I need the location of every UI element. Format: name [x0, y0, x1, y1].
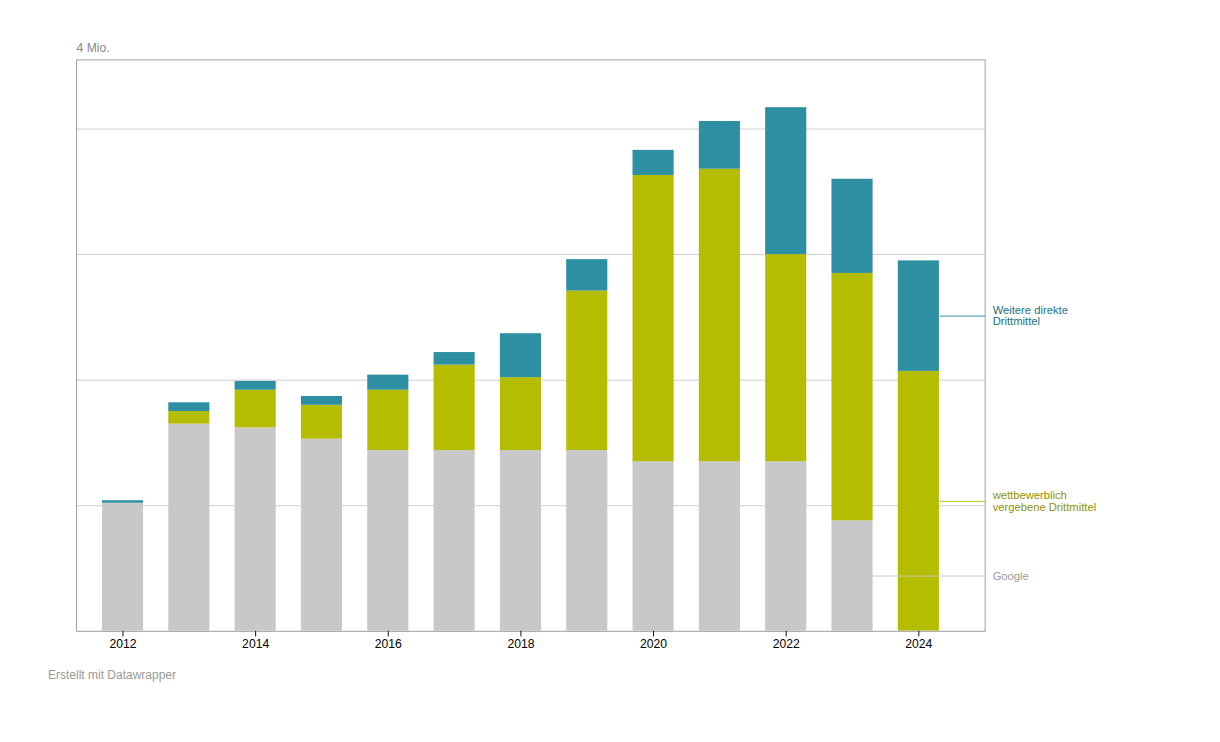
- svg-text:4 Mio.: 4 Mio.: [77, 41, 110, 55]
- svg-text:2012: 2012: [109, 637, 136, 651]
- svg-text:2022: 2022: [773, 637, 800, 651]
- svg-text:2018: 2018: [507, 637, 534, 651]
- svg-text:2020: 2020: [640, 637, 667, 651]
- svg-text:Google: Google: [993, 570, 1029, 582]
- svg-text:2024: 2024: [905, 637, 932, 651]
- svg-text:2016: 2016: [375, 637, 402, 651]
- html-text:Erstellt mit Datawrapper: Erstellt mit Datawrapper: [48, 668, 176, 683]
- svg-text:2014: 2014: [242, 637, 269, 651]
- svg-text:Weitere direkteDrittmittel: Weitere direkteDrittmittel: [993, 304, 1068, 327]
- svg-text:wettbewerblichvergebene Drittm: wettbewerblichvergebene Drittmittel: [992, 489, 1097, 512]
